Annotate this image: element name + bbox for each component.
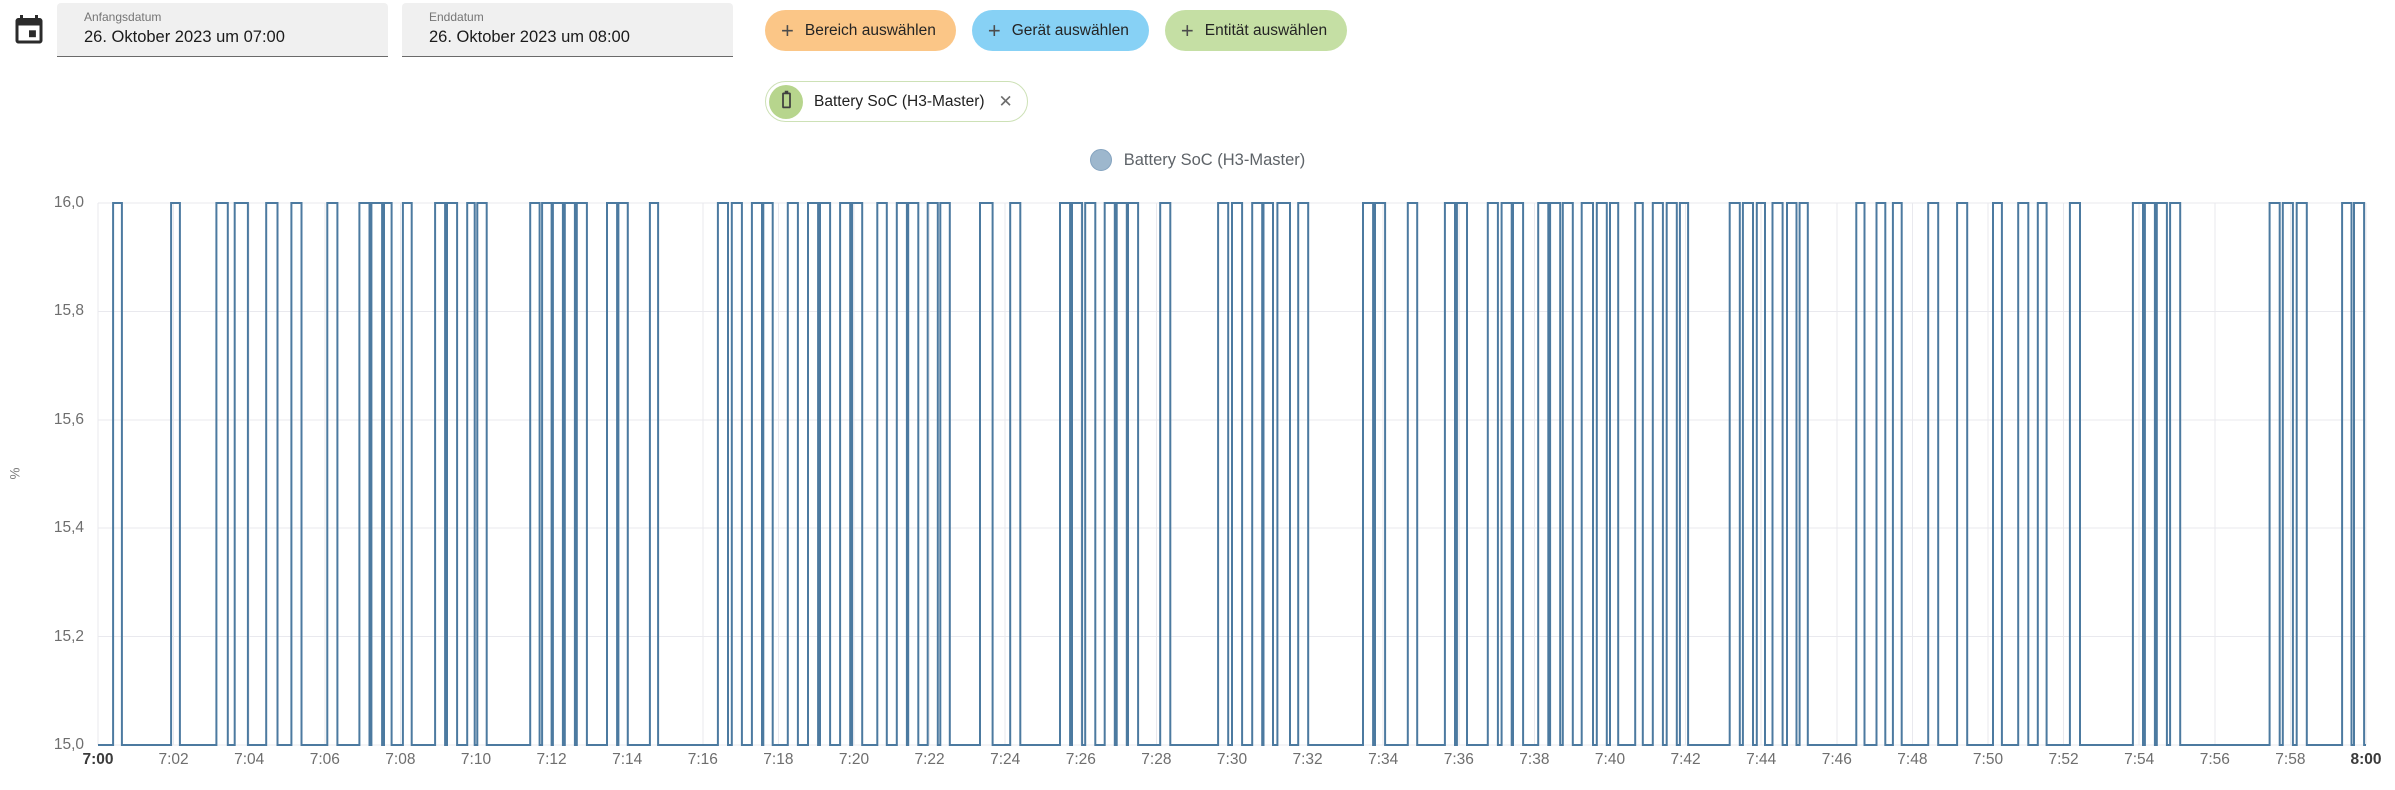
end-date-label: Enddatum	[429, 10, 484, 24]
x-axis-tick-label: 7:14	[612, 751, 643, 768]
y-axis-tick-label: 15,8	[53, 302, 84, 320]
x-axis-tick-label: 7:42	[1670, 751, 1701, 768]
x-axis-tick-label: 7:02	[158, 751, 189, 768]
x-axis-tick-label: 7:06	[309, 751, 340, 768]
x-axis-tick-label: 7:48	[1897, 751, 1928, 768]
x-axis-tick-label: 7:50	[1972, 751, 2004, 768]
chart-legend: Battery SoC (H3-Master)	[0, 149, 2395, 171]
select-area-chip[interactable]: + Bereich auswählen	[765, 10, 956, 51]
end-date-value: 26. Oktober 2023 um 08:00	[429, 28, 630, 46]
start-date-value: 26. Oktober 2023 um 07:00	[84, 28, 285, 46]
legend-swatch	[1089, 149, 1112, 171]
select-area-label: Bereich auswählen	[804, 21, 936, 39]
x-axis-tick-label: 7:18	[763, 751, 794, 768]
x-axis-tick-label: 7:04	[234, 751, 265, 768]
x-axis-tick-label: 7:52	[2048, 751, 2079, 768]
x-axis-tick-label: 7:38	[1519, 751, 1550, 768]
start-date-label: Anfangsdatum	[84, 10, 162, 24]
plot-area[interactable]	[97, 202, 2367, 746]
battery-icon	[776, 89, 797, 115]
x-axis-tick-label: 7:20	[838, 751, 870, 768]
legend-label: Battery SoC (H3-Master)	[1123, 150, 1306, 169]
entity-avatar	[769, 84, 803, 119]
legend-item-battery-soc[interactable]: Battery SoC (H3-Master)	[1089, 149, 1306, 171]
filter-chip-row: + Bereich auswählen + Gerät auswählen + …	[765, 10, 1348, 51]
x-axis-tick-label: 7:36	[1443, 751, 1474, 768]
x-axis-tick-label: 7:40	[1594, 751, 1626, 768]
select-device-label: Gerät auswählen	[1011, 21, 1129, 39]
y-axis-tick-label: 15,2	[53, 627, 84, 645]
x-axis-tick-label: 7:24	[990, 751, 1021, 768]
x-axis-tick-label: 7:00	[82, 751, 114, 768]
battery-soc-square-wave-chart	[97, 202, 2367, 746]
y-axis-tick-label: 15,6	[53, 410, 84, 428]
select-entity-label: Entität auswählen	[1204, 21, 1328, 39]
x-axis-tick-label: 7:30	[1216, 751, 1248, 768]
x-axis-tick-label: 7:44	[1746, 751, 1777, 768]
x-axis-tick-label: 7:10	[460, 751, 492, 768]
plus-icon: +	[987, 17, 1001, 43]
entity-chip-battery-soc[interactable]: Battery SoC (H3-Master) ✕	[765, 81, 1028, 122]
x-axis-tick-label: 7:54	[2124, 751, 2155, 768]
battery-soc-series-line	[98, 202, 2366, 746]
plus-icon: +	[781, 17, 794, 43]
x-axis-tick-label: 7:08	[385, 751, 416, 768]
x-axis-tick-label: 7:28	[1141, 751, 1172, 768]
x-axis-tick-label: 7:16	[687, 751, 718, 768]
entity-chip-label: Battery SoC (H3-Master)	[814, 92, 985, 110]
end-date-field[interactable]: Enddatum 26. Oktober 2023 um 08:00	[402, 3, 733, 57]
calendar-picker-button[interactable]	[10, 12, 48, 50]
plus-icon: +	[1180, 17, 1194, 43]
x-axis-tick-label: 7:32	[1292, 751, 1323, 768]
y-axis-tick-label: 15,4	[53, 519, 84, 537]
x-axis-tick-label: 7:46	[1821, 751, 1852, 768]
x-axis-tick-label: 7:26	[1065, 751, 1096, 768]
x-axis-tick-label: 7:56	[2199, 751, 2230, 768]
x-axis-tick-label: 8:00	[2350, 751, 2382, 768]
y-axis-tick-label: 16,0	[53, 194, 84, 211]
y-axis-tick-label: 15,0	[53, 736, 84, 753]
x-axis-tick-label: 7:34	[1368, 751, 1399, 768]
x-axis-tick-label: 7:58	[2275, 751, 2306, 768]
x-axis-tick-label: 7:12	[536, 751, 567, 768]
y-axis-tick-labels: 16,0 15,8 15,6 15,4 15,2 15,0	[0, 194, 90, 753]
select-entity-chip[interactable]: + Entität auswählen	[1164, 10, 1348, 51]
close-icon[interactable]: ✕	[998, 92, 1013, 111]
x-axis-tick-label: 7:22	[914, 751, 945, 768]
start-date-field[interactable]: Anfangsdatum 26. Oktober 2023 um 07:00	[57, 3, 388, 57]
x-axis-tick-labels: 7:00 7:02 7:04 7:06 7:08 7:10 7:12 7:14 7:16 7:18…	[82, 751, 2381, 775]
calendar-icon	[11, 12, 47, 51]
select-device-chip[interactable]: + Gerät auswählen	[971, 10, 1149, 51]
